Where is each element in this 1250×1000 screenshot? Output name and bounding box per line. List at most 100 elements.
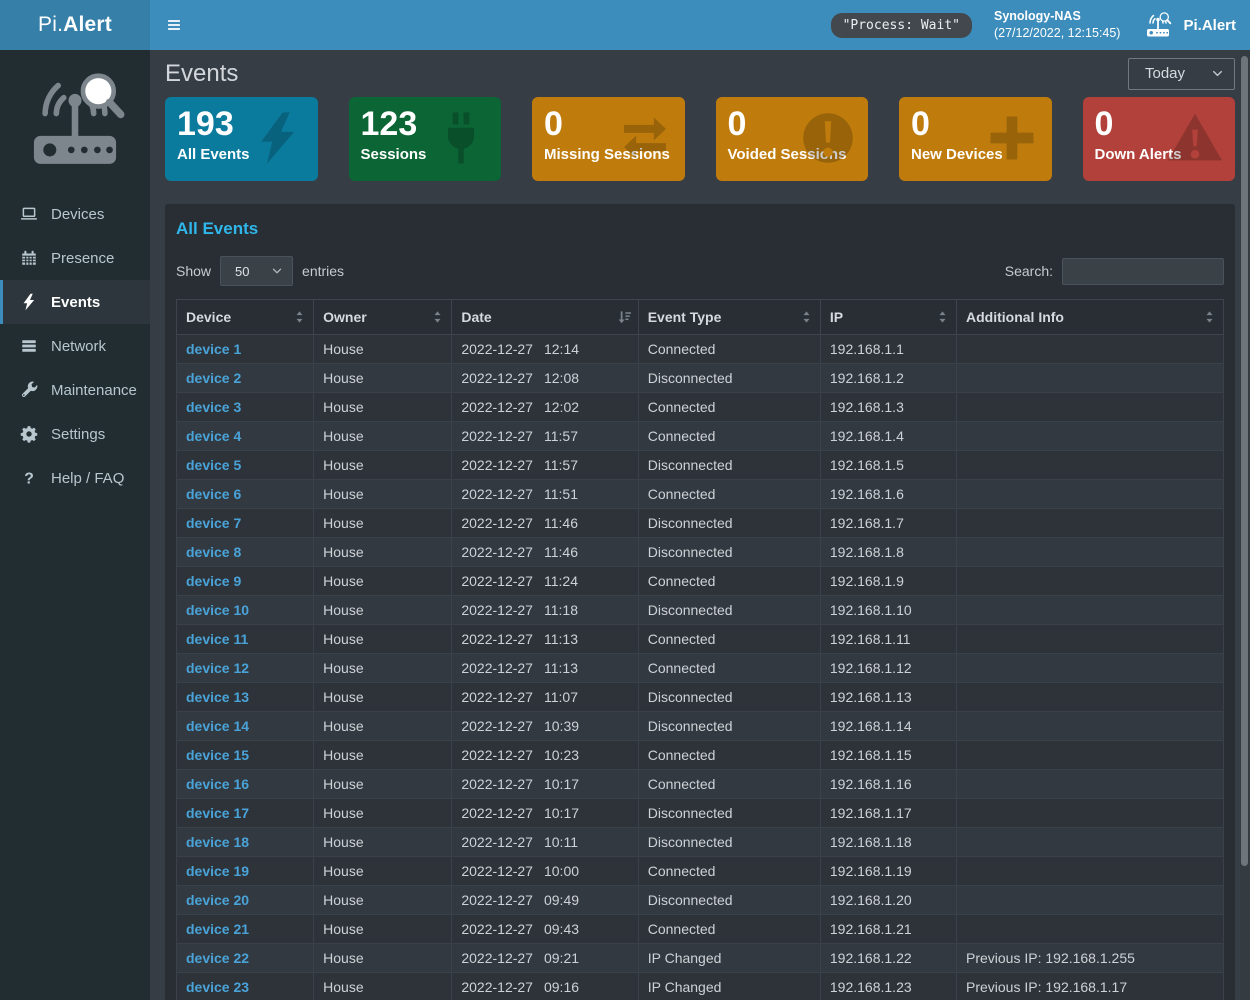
device-link[interactable]: device 8 bbox=[186, 544, 242, 560]
device-link[interactable]: device 11 bbox=[186, 631, 249, 647]
table-row[interactable]: device 22 House 2022-12-27 09:21 IP Chang… bbox=[175, 943, 1224, 973]
device-link[interactable]: device 12 bbox=[186, 660, 250, 676]
table-row[interactable]: device 15 House 2022-12-27 10:23 Connecte… bbox=[175, 740, 1224, 770]
gear-icon bbox=[20, 425, 38, 443]
table-row[interactable]: device 2 House 2022-12-27 12:08 Disconnec… bbox=[175, 363, 1224, 393]
sidebar-item-events[interactable]: Events bbox=[0, 280, 150, 324]
sidebar-item-network[interactable]: Network bbox=[0, 324, 150, 368]
stat-card-all-events[interactable]: 193 All Events bbox=[165, 97, 318, 181]
bolt-icon bbox=[250, 110, 306, 166]
table-row[interactable]: device 21 House 2022-12-27 09:43 Connecte… bbox=[175, 914, 1224, 944]
date-cell: 2022-12-27 11:57 bbox=[451, 421, 639, 451]
plug-icon bbox=[433, 110, 489, 166]
device-link[interactable]: device 15 bbox=[186, 747, 250, 763]
stat-card-sessions[interactable]: 123 Sessions bbox=[348, 97, 501, 181]
owner-cell: House bbox=[313, 885, 453, 915]
table-row[interactable]: device 14 House 2022-12-27 10:39 Disconne… bbox=[175, 711, 1224, 741]
device-link[interactable]: device 23 bbox=[186, 979, 250, 995]
device-link[interactable]: device 10 bbox=[186, 602, 250, 618]
event-type-cell: Disconnected bbox=[637, 537, 821, 567]
bolt-icon bbox=[20, 293, 38, 311]
device-link[interactable]: device 4 bbox=[186, 428, 242, 444]
table-row[interactable]: device 6 House 2022-12-27 11:51 Connected… bbox=[175, 479, 1224, 509]
table-row[interactable]: device 18 House 2022-12-27 10:11 Disconne… bbox=[175, 827, 1224, 857]
scrollbar-thumb[interactable] bbox=[1241, 56, 1248, 866]
date-cell: 2022-12-27 11:46 bbox=[451, 537, 639, 567]
page-length-select[interactable]: 50 bbox=[220, 256, 294, 286]
event-type-cell: Disconnected bbox=[637, 885, 821, 915]
table-row[interactable]: device 8 House 2022-12-27 11:46 Disconnec… bbox=[175, 537, 1224, 567]
device-link[interactable]: device 21 bbox=[186, 921, 250, 937]
page-scrollbar[interactable] bbox=[1240, 50, 1250, 1000]
table-row[interactable]: device 23 House 2022-12-27 09:16 IP Chang… bbox=[175, 972, 1224, 1000]
chevron-down-icon bbox=[1211, 67, 1224, 80]
device-link[interactable]: device 22 bbox=[186, 950, 250, 966]
device-link[interactable]: device 9 bbox=[186, 573, 242, 589]
stat-card-new-devices[interactable]: 0 New Devices bbox=[899, 97, 1052, 181]
device-link[interactable]: device 18 bbox=[186, 834, 250, 850]
stat-label: Voided Sessions bbox=[727, 145, 847, 163]
table-row[interactable]: device 20 House 2022-12-27 09:49 Disconne… bbox=[175, 885, 1224, 915]
stat-card-missing-sessions[interactable]: 0 Missing Sessions bbox=[532, 97, 685, 181]
column-header-event-type[interactable]: Event Type bbox=[637, 299, 821, 335]
search-input[interactable] bbox=[1062, 257, 1224, 285]
period-select[interactable]: Today bbox=[1128, 57, 1235, 90]
device-link[interactable]: device 3 bbox=[186, 399, 242, 415]
device-link[interactable]: device 5 bbox=[186, 457, 242, 473]
device-link[interactable]: device 16 bbox=[186, 776, 250, 792]
table-row[interactable]: device 12 House 2022-12-27 11:13 Connecte… bbox=[175, 653, 1224, 683]
ip-cell: 192.168.1.7 bbox=[819, 508, 958, 538]
owner-cell: House bbox=[313, 740, 453, 770]
table-row[interactable]: device 4 House 2022-12-27 11:57 Connected… bbox=[175, 421, 1224, 451]
sort-icon bbox=[935, 310, 950, 325]
table-row[interactable]: device 11 House 2022-12-27 11:13 Connecte… bbox=[175, 624, 1224, 654]
device-link[interactable]: device 13 bbox=[186, 689, 250, 705]
sidebar-item-devices[interactable]: Devices bbox=[0, 192, 150, 236]
table-row[interactable]: device 10 House 2022-12-27 11:18 Disconne… bbox=[175, 595, 1224, 625]
device-link[interactable]: device 17 bbox=[186, 805, 250, 821]
sidebar-item-maintenance[interactable]: Maintenance bbox=[0, 368, 150, 412]
owner-cell: House bbox=[313, 856, 453, 886]
device-link[interactable]: device 1 bbox=[186, 341, 242, 357]
ip-cell: 192.168.1.20 bbox=[819, 885, 958, 915]
plus-icon bbox=[984, 110, 1040, 166]
sidebar-item-help-faq[interactable]: ? Help / FAQ bbox=[0, 456, 150, 500]
date-cell: 2022-12-27 09:49 bbox=[451, 885, 639, 915]
device-link[interactable]: device 6 bbox=[186, 486, 242, 502]
ip-cell: 192.168.1.4 bbox=[819, 421, 958, 451]
table-row[interactable]: device 7 House 2022-12-27 11:46 Disconnec… bbox=[175, 508, 1224, 538]
table-row[interactable]: device 5 House 2022-12-27 11:57 Disconnec… bbox=[175, 450, 1224, 480]
event-type-cell: IP Changed bbox=[637, 943, 821, 973]
column-header-additional-info[interactable]: Additional Info bbox=[956, 299, 1224, 335]
table-row[interactable]: device 17 House 2022-12-27 10:17 Disconne… bbox=[175, 798, 1224, 828]
table-row[interactable]: device 1 House 2022-12-27 12:14 Connected… bbox=[175, 334, 1224, 364]
table-row[interactable]: device 16 House 2022-12-27 10:17 Connecte… bbox=[175, 769, 1224, 799]
stat-card-down-alerts[interactable]: 0 Down Alerts bbox=[1082, 97, 1235, 181]
device-link[interactable]: device 20 bbox=[186, 892, 250, 908]
event-type-cell: Connected bbox=[637, 914, 821, 944]
table-row[interactable]: device 13 House 2022-12-27 11:07 Disconne… bbox=[175, 682, 1224, 712]
laptop-icon bbox=[20, 205, 38, 223]
table-row[interactable]: device 3 House 2022-12-27 12:02 Connected… bbox=[175, 392, 1224, 422]
sidebar-item-settings[interactable]: Settings bbox=[0, 412, 150, 456]
column-header-date[interactable]: Date bbox=[451, 299, 639, 335]
column-header-device[interactable]: Device bbox=[175, 299, 315, 335]
column-header-owner[interactable]: Owner bbox=[313, 299, 453, 335]
app-badge: Pi.Alert bbox=[1142, 10, 1236, 40]
ip-cell: 192.168.1.9 bbox=[819, 566, 958, 596]
sidebar-item-presence[interactable]: Presence bbox=[0, 236, 150, 280]
owner-cell: House bbox=[313, 566, 453, 596]
brand-logo[interactable]: Pi. Alert bbox=[0, 0, 150, 50]
sidebar-toggle-button[interactable] bbox=[150, 0, 198, 50]
device-link[interactable]: device 7 bbox=[186, 515, 242, 531]
additional-info-cell bbox=[956, 682, 1224, 712]
stat-card-voided-sessions[interactable]: 0 Voided Sessions bbox=[715, 97, 868, 181]
table-row[interactable]: device 9 House 2022-12-27 11:24 Connected… bbox=[175, 566, 1224, 596]
event-type-cell: Disconnected bbox=[637, 450, 821, 480]
device-link[interactable]: device 19 bbox=[186, 863, 250, 879]
ip-cell: 192.168.1.1 bbox=[819, 334, 958, 364]
device-link[interactable]: device 14 bbox=[186, 718, 250, 734]
table-row[interactable]: device 19 House 2022-12-27 10:00 Connecte… bbox=[175, 856, 1224, 886]
device-link[interactable]: device 2 bbox=[186, 370, 242, 386]
column-header-ip[interactable]: IP bbox=[819, 299, 958, 335]
